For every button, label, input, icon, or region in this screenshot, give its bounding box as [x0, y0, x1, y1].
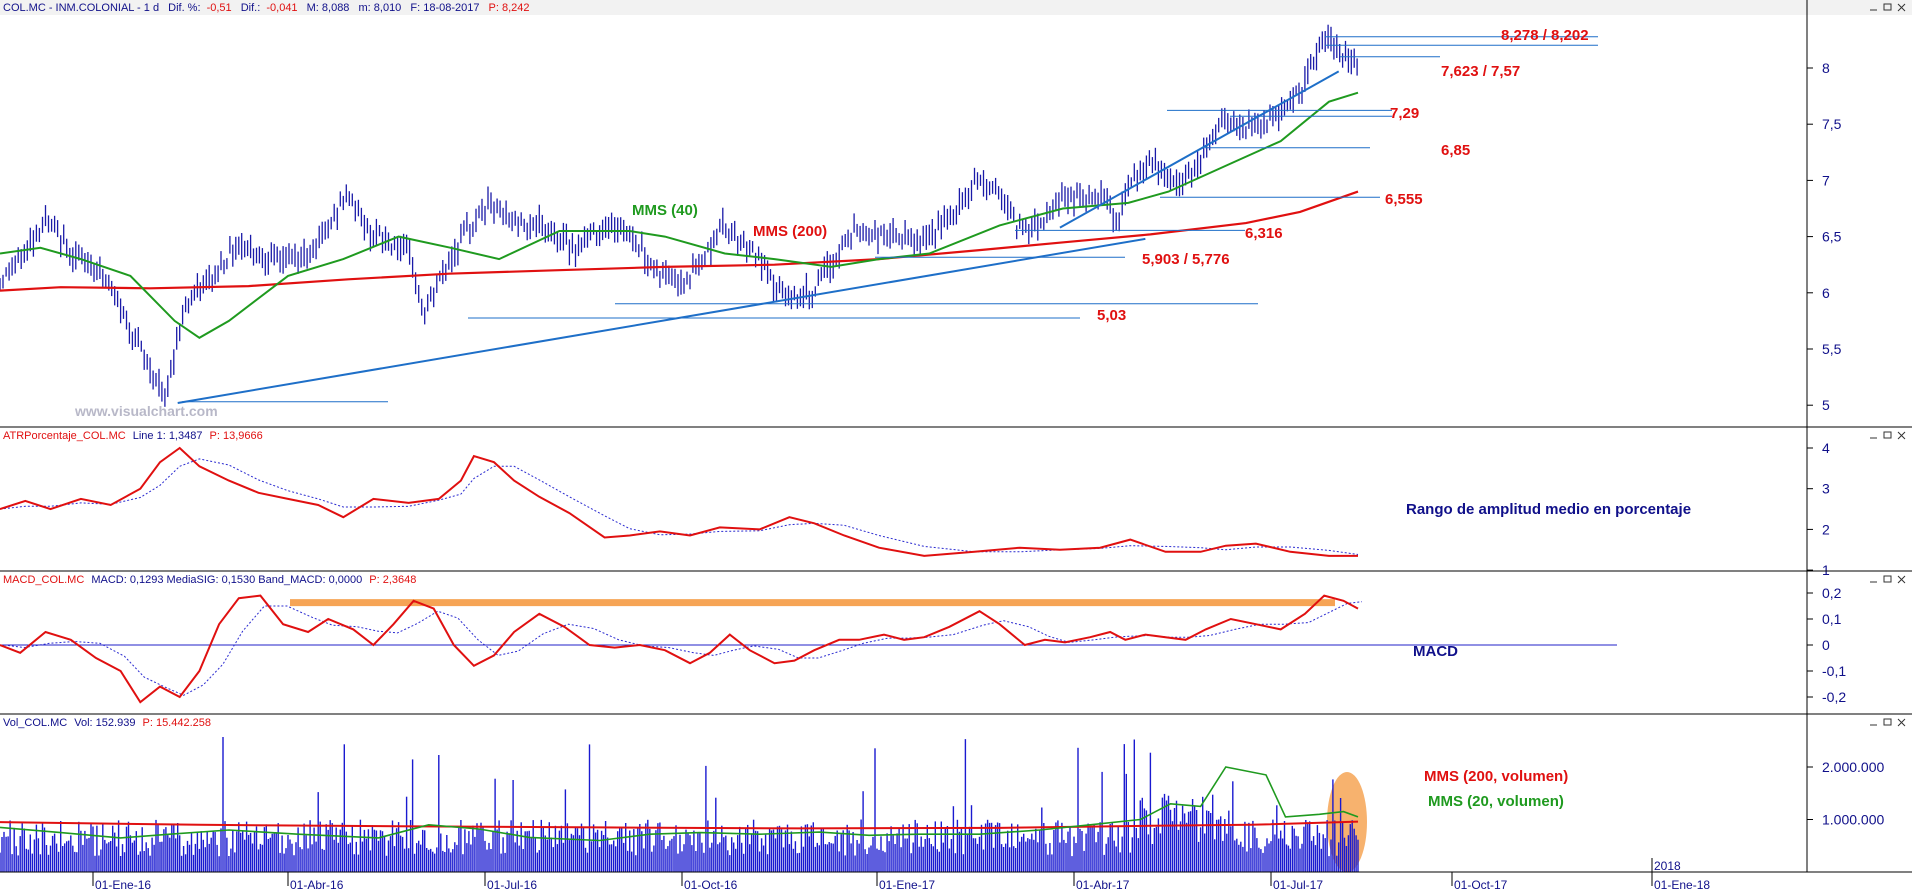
volume-tick-label: 1.000.000	[1822, 812, 1884, 828]
atr-header: ATRPorcentaje_COL.MC Line 1: 1,3487 P: 1…	[3, 430, 263, 442]
close-icon[interactable]	[1897, 431, 1906, 440]
macd-signal-line	[3, 601, 1362, 696]
price-tick-label: 7,5	[1822, 116, 1842, 132]
vol-ma200-label: MMS (200, volumen)	[1424, 768, 1568, 785]
macd-plot	[0, 594, 1617, 704]
atr-signal-line	[0, 458, 1359, 555]
ma200-line	[0, 190, 1359, 292]
macd-header: MACD_COL.MC MACD: 0,1293 MediaSIG: 0,153…	[3, 574, 416, 586]
window-controls-main[interactable]	[1870, 3, 1906, 12]
trendline-long	[177, 237, 1146, 404]
level-label: 5,903 / 5,776	[1142, 251, 1230, 268]
watermark: www.visualchart.com	[74, 403, 218, 419]
price-tick-label: 5	[1822, 397, 1830, 413]
volume-plot	[0, 737, 1367, 872]
window-controls-macd[interactable]	[1870, 575, 1906, 584]
atr-plot	[0, 446, 1359, 557]
window-controls-atr[interactable]	[1870, 431, 1906, 440]
ma40-line	[0, 91, 1359, 339]
price-tick-label: 6	[1822, 285, 1830, 301]
volume-ma200-line	[0, 820, 1359, 830]
ma200-label: MMS (200)	[753, 223, 827, 240]
level-label: 8,278 / 8,202	[1501, 27, 1589, 44]
atr-tick-label: 3	[1822, 481, 1830, 497]
x-tick-label: 01-Oct-16	[684, 878, 738, 892]
price-bars	[0, 24, 1358, 407]
maximize-icon[interactable]	[1883, 3, 1892, 11]
price-tick-label: 8	[1822, 60, 1830, 76]
year-marker: 2018	[1654, 859, 1681, 873]
x-tick-label: 01-Abr-17	[1076, 878, 1130, 892]
level-lines: 8,278 / 8,202 7,623 / 7,57 7,29 6,85 6,555 6,…	[182, 27, 1598, 403]
level-label: 7,623 / 7,57	[1441, 63, 1520, 80]
window-controls-volume[interactable]	[1870, 718, 1906, 727]
y-axis-ticks: 8 7,5 7 6,5 6 5,5 5 4 3 2 1 0,2 0,1 0 -0,1 -0,2 2.000.00…	[1807, 60, 1884, 828]
panel-frame	[0, 0, 1912, 873]
close-icon[interactable]	[1897, 3, 1906, 12]
main-header: COL.MC - INM.COLONIAL - 1 d Dif. %: -0,5…	[3, 2, 530, 14]
macd-tick-label: -0,2	[1822, 689, 1846, 705]
volume-tick-label: 2.000.000	[1822, 759, 1884, 775]
x-tick-label: 01-Ene-17	[879, 878, 935, 892]
vol-ma20-label: MMS (20, volumen)	[1428, 793, 1564, 810]
x-tick-label: 01-Ene-18	[1654, 878, 1710, 892]
price-tick-label: 7	[1822, 172, 1830, 188]
price-tick-label: 5,5	[1822, 341, 1842, 357]
maximize-icon[interactable]	[1883, 575, 1892, 583]
main-header-bar	[0, 0, 1912, 15]
level-label: 6,316	[1245, 225, 1283, 242]
volume-header: Vol_COL.MC Vol: 152.939 P: 15.442.258	[3, 717, 211, 729]
level-label: 7,29	[1390, 105, 1419, 122]
maximize-icon[interactable]	[1883, 718, 1892, 726]
close-icon[interactable]	[1897, 575, 1906, 584]
level-label: 6,555	[1385, 191, 1423, 208]
macd-tick-label: 0,1	[1822, 611, 1842, 627]
price-tick-label: 6,5	[1822, 229, 1842, 245]
macd-tick-label: 0,2	[1822, 585, 1842, 601]
macd-annotation: MACD	[1413, 643, 1458, 660]
trendline-short	[1059, 70, 1340, 229]
close-icon[interactable]	[1897, 718, 1906, 727]
x-axis: 01-Ene-16 01-Abr-16 01-Jul-16 01-Oct-16 01-E…	[92, 858, 1710, 892]
atr-line	[0, 446, 1358, 557]
atr-annotation: Rango de amplitud medio en porcentaje	[1406, 501, 1691, 518]
atr-tick-label: 2	[1822, 521, 1830, 537]
volume-bars	[0, 737, 1359, 872]
x-tick-label: 01-Jul-16	[487, 878, 537, 892]
level-label: 5,03	[1097, 307, 1126, 324]
macd-line	[0, 594, 1359, 704]
atr-tick-label: 1	[1822, 562, 1830, 578]
price-plot: 8,278 / 8,202 7,623 / 7,57 7,29 6,85 6,555 6,…	[0, 24, 1598, 407]
atr-tick-label: 4	[1822, 440, 1830, 456]
volume-ma20-line	[0, 766, 1359, 842]
macd-tick-label: -0,1	[1822, 663, 1846, 679]
level-label: 6,85	[1441, 142, 1470, 159]
x-tick-label: 01-Oct-17	[1454, 878, 1508, 892]
maximize-icon[interactable]	[1883, 431, 1892, 439]
x-tick-label: 01-Ene-16	[95, 878, 151, 892]
x-tick-label: 01-Jul-17	[1273, 878, 1323, 892]
ma40-label: MMS (40)	[632, 202, 698, 219]
macd-tick-label: 0	[1822, 637, 1830, 653]
x-tick-label: 01-Abr-16	[290, 878, 344, 892]
